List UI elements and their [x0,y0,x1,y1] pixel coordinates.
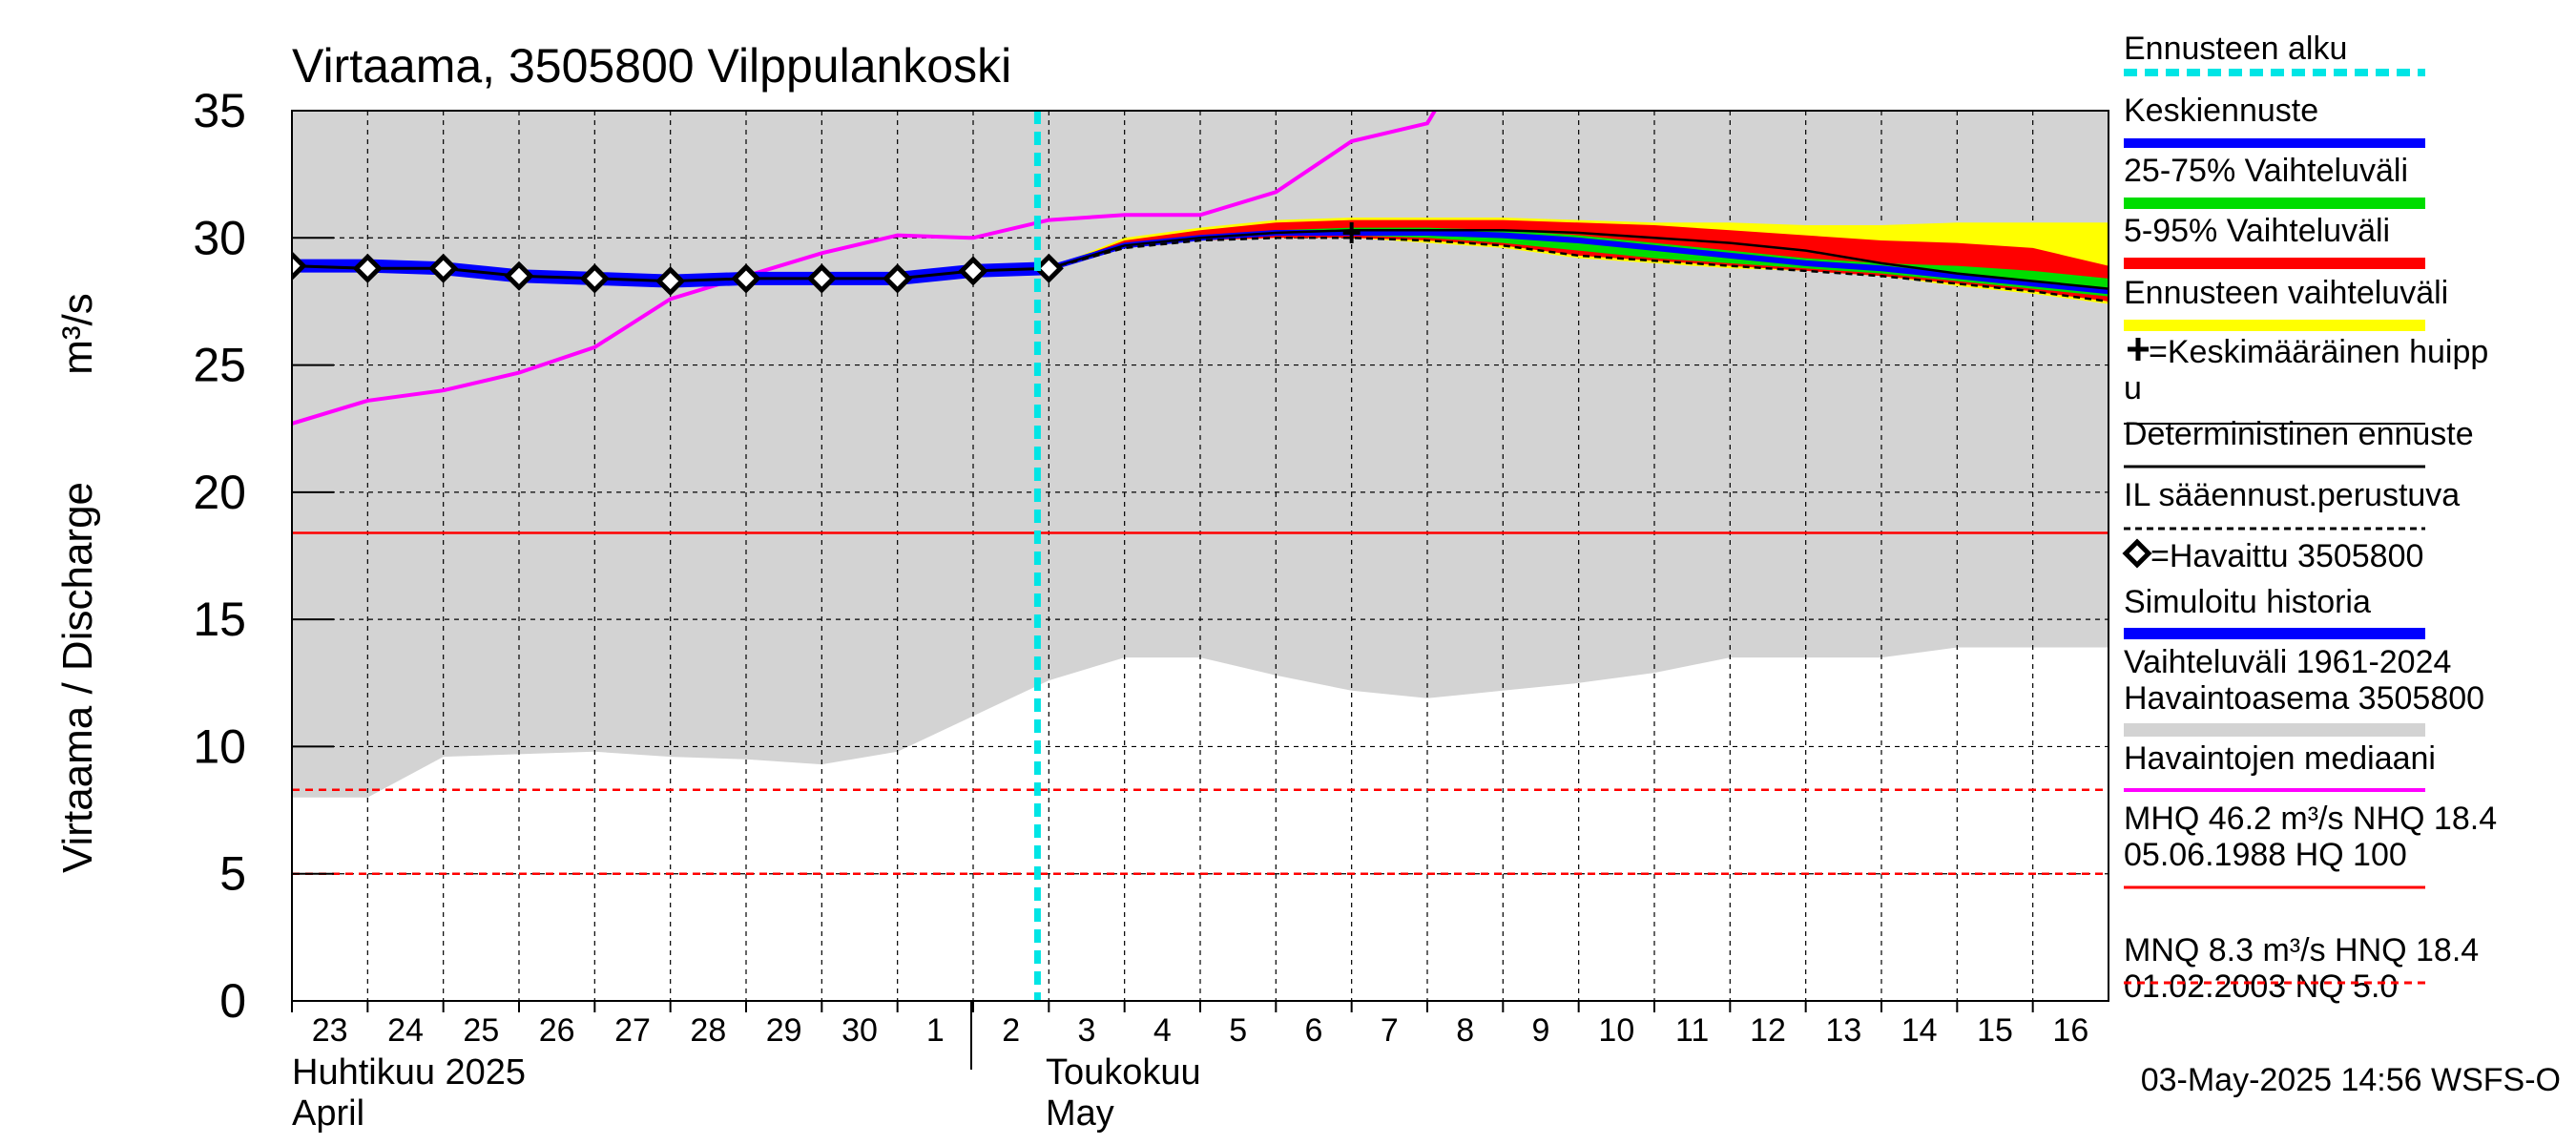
x-tick-label: 5 [1229,1012,1247,1049]
observed-point [958,256,988,286]
legend-label-envelope: Ennusteen vaihteluväli [2124,275,2448,311]
x-tick-label: 13 [1825,1012,1861,1049]
observed-point [655,266,686,297]
y-axis-ticks: 0 5 10 15 20 25 30 35 [193,84,334,1028]
legend-label-median: Havaintojen mediaani [2124,740,2436,777]
x-tick-label: 4 [1153,1012,1172,1049]
x-tick-label: 23 [312,1012,348,1049]
il-forecast-line [1048,237,2109,303]
y-tick-label: 25 [193,339,246,392]
x-tick-label: 2 [1002,1012,1020,1049]
footer-timestamp: 03-May-2025 14:56 WSFS-O [2141,1062,2561,1098]
observed-point [579,263,610,294]
observed-point [883,263,913,294]
x-tick-label: 24 [387,1012,424,1049]
y-axis-label: Virtaama / Discharge [54,482,101,873]
legend-label2-peak: u [2124,370,2142,406]
x-axis-ticks: 23 24 25 26 27 28 29 30 1 2 3 4 5 6 7 8 9 10 11 12 13 14 15 16 [291,1001,2088,1049]
x-tick-label: 12 [1750,1012,1786,1049]
legend-label2-nq: 01.02.2003 NQ 5.0 [2124,968,2398,1005]
legend-label2-hist: Havaintoasema 3505800 [2124,680,2484,717]
plot-area [292,111,2109,1001]
observed-point [1033,253,1064,283]
legend-label-obs: =Havaittu 3505800 [2150,538,2423,574]
x-tick-label: 1 [926,1012,945,1049]
reference-lines [292,531,2109,875]
y-tick-label: 0 [219,974,246,1028]
y-tick-label: 5 [219,847,246,901]
legend-label-b595: 5-95% Vaihteluväli [2124,213,2390,249]
y-tick-label: 30 [193,211,246,264]
legend-label-mean: Keskiennuste [2124,93,2318,129]
x-tick-label: 15 [1977,1012,2013,1049]
mean-peak-marker [1342,221,1361,243]
legend-label-hq: MHQ 46.2 m³/s NHQ 18.4 [2124,801,2497,837]
x-tick-label: 25 [463,1012,499,1049]
legend-observed-icon [2122,538,2152,569]
x-tick-label: 11 [1675,1012,1709,1049]
x-tick-label: 16 [2052,1012,2088,1049]
legend-label-sim: Simuloitu historia [2124,584,2371,620]
y-axis-unit: m³/s [54,293,101,375]
deterministic-forecast-line [1048,229,2109,290]
band-5-95 [1049,219,2109,302]
legend-label-nq: MNQ 8.3 m³/s HNQ 18.4 [2124,932,2479,968]
median-line [292,111,1437,426]
x-tick-label: 29 [766,1012,802,1049]
legend-label2-hq: 05.06.1988 HQ 100 [2124,837,2407,873]
month-label-fi: Toukokuu [1046,1052,1201,1093]
legend-label-il: IL sääennust.perustuva [2124,477,2460,513]
observed-point [731,263,761,294]
month-label-en: May [1046,1093,1114,1134]
observed-point [504,260,534,291]
observed-point [352,253,383,283]
legend-label-forecast_start: Ennusteen alku [2124,31,2347,67]
x-tick-label: 7 [1381,1012,1399,1049]
observed-point [292,251,307,281]
x-tick-label: 6 [1305,1012,1323,1049]
y-tick-label: 35 [193,84,246,137]
x-tick-label: 9 [1532,1012,1550,1049]
month-label-en: April [292,1093,364,1134]
legend-label-peak: =Keskimääräinen huipp [2149,334,2488,370]
y-tick-label: 10 [193,719,246,773]
x-tick-label: 14 [1901,1012,1938,1049]
x-tick-label: 28 [690,1012,726,1049]
x-tick-label: 8 [1456,1012,1474,1049]
x-tick-label: 30 [841,1012,878,1049]
x-tick-label: 3 [1078,1012,1096,1049]
x-tick-label: 26 [539,1012,575,1049]
observed-markers [292,251,1064,297]
y-tick-label: 20 [193,466,246,519]
legend-label-b2575: 25-75% Vaihteluväli [2124,153,2408,189]
legend-label-det: Deterministinen ennuste [2124,416,2474,452]
y-tick-label: 15 [193,593,246,646]
legend-label-hist: Vaihteluväli 1961-2024 [2124,644,2451,680]
observed-point [806,263,837,294]
x-tick-label: 27 [614,1012,651,1049]
x-tick-label: 10 [1598,1012,1634,1049]
chart-title: Virtaama, 3505800 Vilppulankoski [292,39,1011,93]
month-label-fi: Huhtikuu 2025 [292,1052,526,1093]
observed-point [428,253,459,283]
legend: Ennusteen alku Keskiennuste 25-75% Vaihtel… [2122,31,2497,1005]
